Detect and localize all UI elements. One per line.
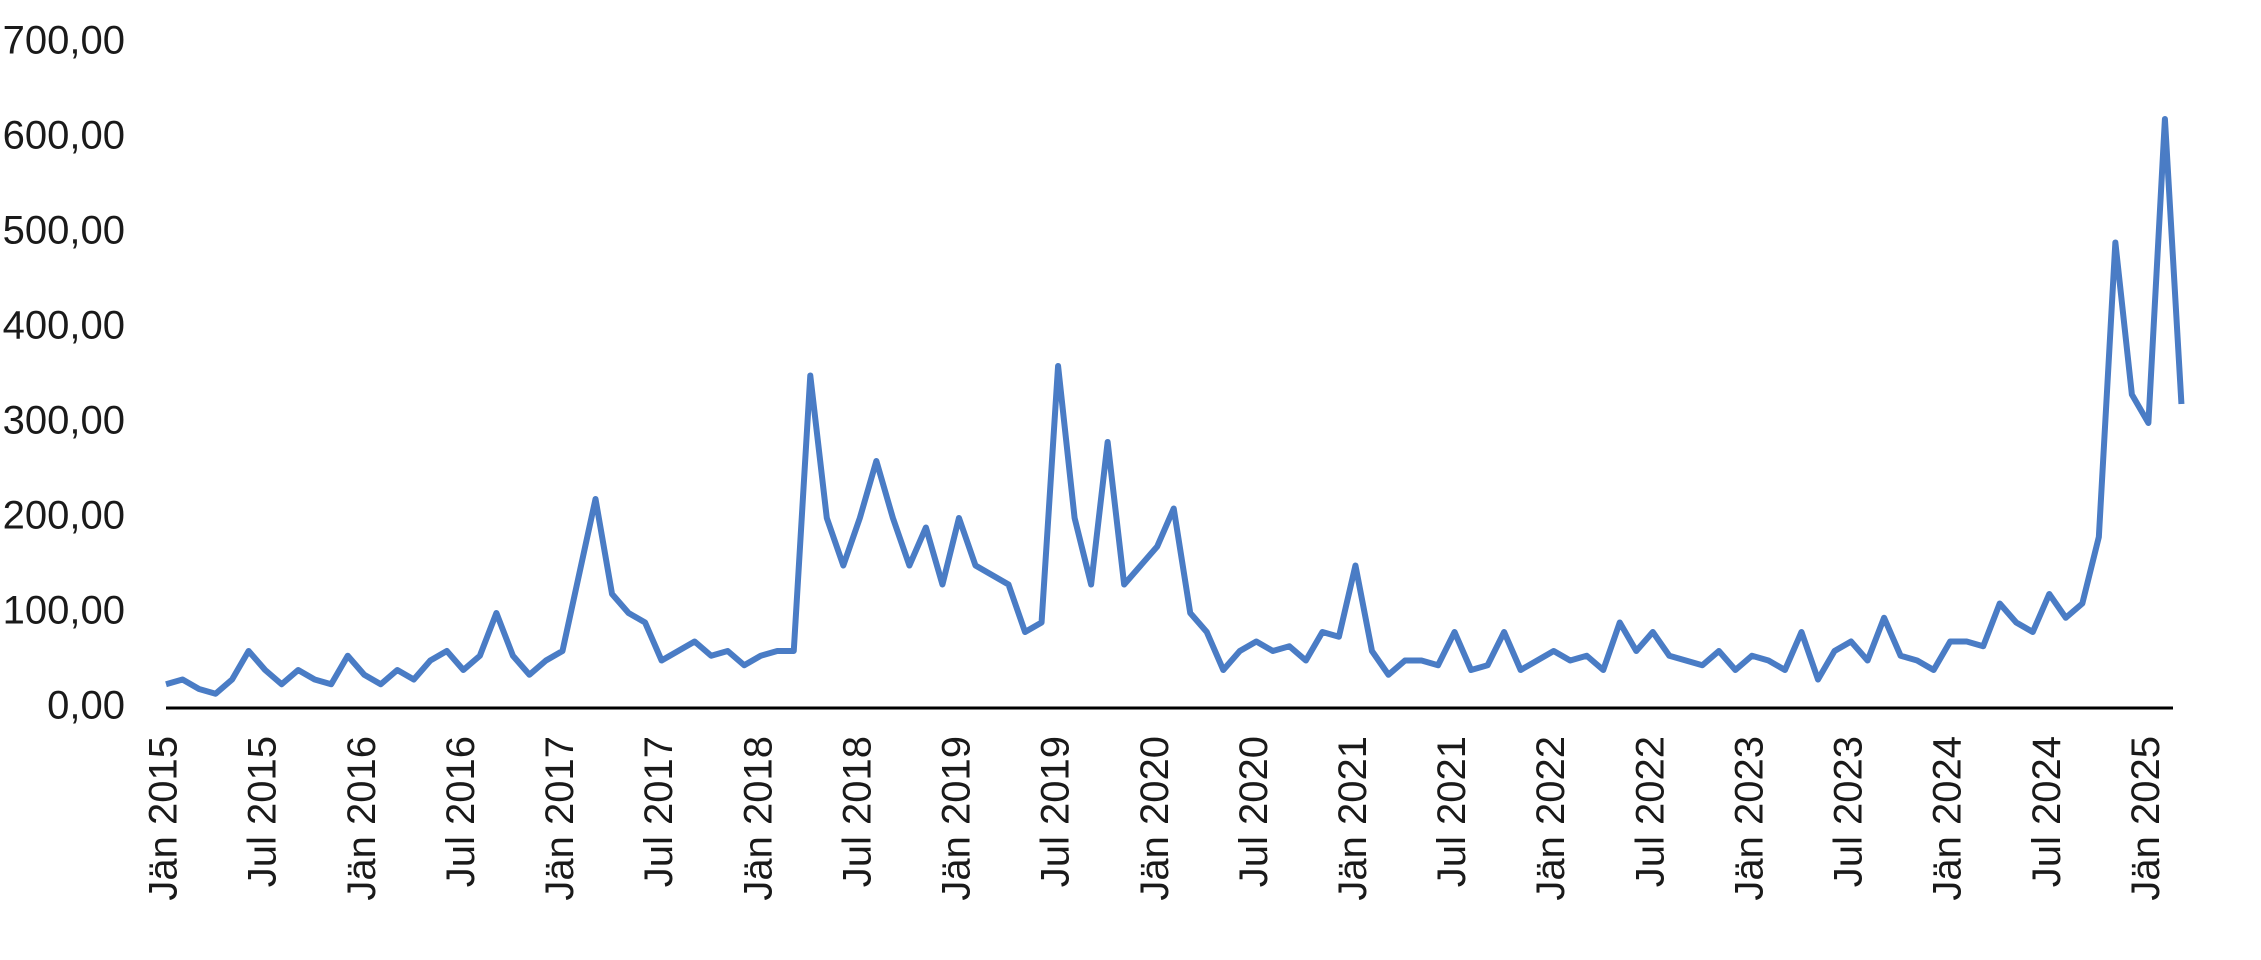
y-tick-label: 200,00 xyxy=(3,494,125,538)
y-tick-label: 600,00 xyxy=(3,114,125,158)
y-tick-label: 500,00 xyxy=(3,209,125,253)
x-tick-label: Jul 2019 xyxy=(1034,736,1078,887)
x-tick-label: Jän 2023 xyxy=(1727,736,1771,901)
x-tick-label: Jän 2015 xyxy=(142,736,186,901)
y-tick-label: 0,00 xyxy=(47,684,125,728)
x-tick-label: Jul 2016 xyxy=(439,736,483,887)
y-tick-label: 300,00 xyxy=(3,399,125,443)
x-tick-label: Jän 2018 xyxy=(736,736,780,901)
x-tick-label: Jän 2019 xyxy=(935,736,979,901)
y-tick-label: 700,00 xyxy=(3,19,125,63)
x-tick-label: Jän 2025 xyxy=(2124,736,2168,901)
x-tick-label: Jul 2021 xyxy=(1430,736,1474,887)
x-tick-label: Jän 2016 xyxy=(340,736,384,901)
y-tick-label: 400,00 xyxy=(3,304,125,348)
x-tick-label: Jul 2022 xyxy=(1628,736,1672,887)
x-tick-label: Jul 2020 xyxy=(1232,736,1276,887)
x-tick-label: Jän 2017 xyxy=(538,736,582,901)
x-tick-label: Jän 2024 xyxy=(1926,736,1970,901)
x-tick-label: Jul 2024 xyxy=(2025,736,2069,887)
x-tick-label: Jän 2021 xyxy=(1331,736,1375,901)
data-line xyxy=(165,116,2185,697)
x-tick-label: Jän 2022 xyxy=(1529,736,1573,901)
x-tick-label: Jän 2020 xyxy=(1133,736,1177,901)
y-tick-label: 100,00 xyxy=(3,589,125,633)
x-tick-label: Jul 2023 xyxy=(1827,736,1871,887)
x-tick-label: Jul 2018 xyxy=(835,736,879,887)
x-tick-label: Jul 2015 xyxy=(241,736,285,887)
x-tick-label: Jul 2017 xyxy=(637,736,681,887)
